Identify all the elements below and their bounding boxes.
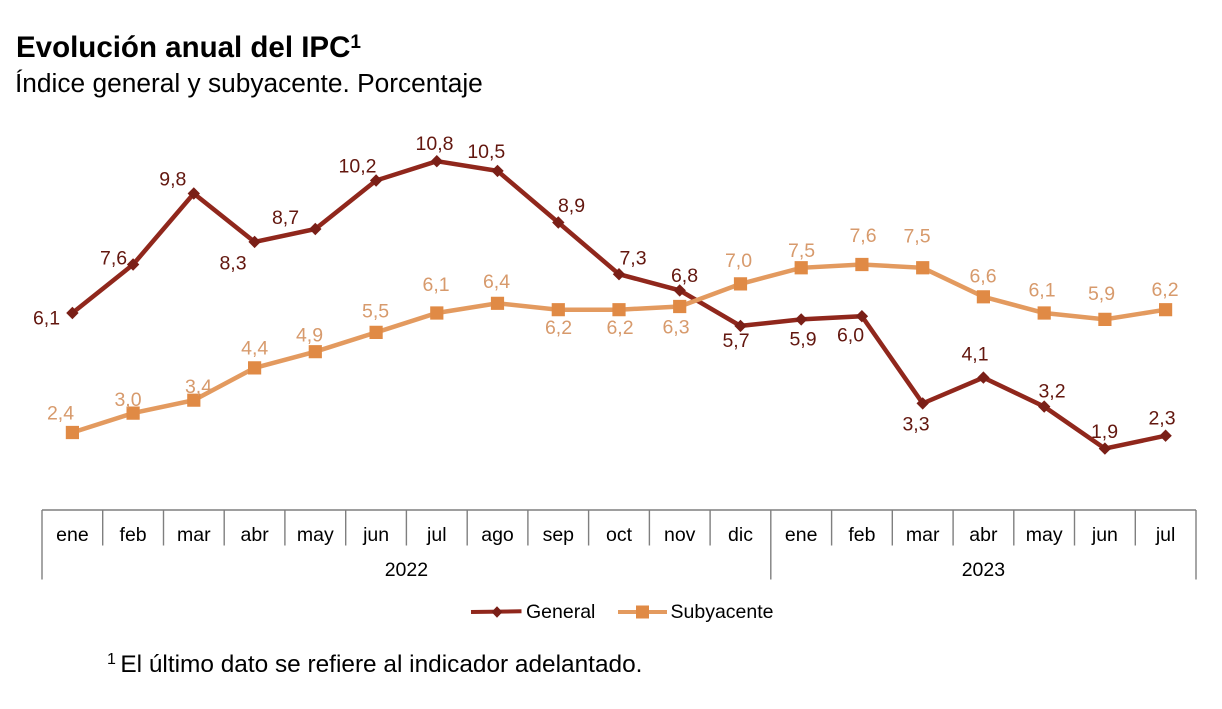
svg-text:10,2: 10,2 <box>339 156 377 178</box>
svg-text:1,9: 1,9 <box>1091 421 1118 443</box>
svg-text:5,7: 5,7 <box>722 330 749 352</box>
svg-text:2,4: 2,4 <box>47 403 74 425</box>
svg-text:6,6: 6,6 <box>969 266 996 288</box>
svg-text:2023: 2023 <box>962 559 1005 581</box>
svg-text:5,9: 5,9 <box>1088 283 1115 305</box>
svg-text:4,4: 4,4 <box>241 338 268 360</box>
svg-text:10,5: 10,5 <box>467 141 505 163</box>
svg-text:may: may <box>1026 524 1063 546</box>
svg-text:7,5: 7,5 <box>903 226 930 248</box>
svg-text:6,1: 6,1 <box>33 308 60 330</box>
svg-text:6,1: 6,1 <box>1028 280 1055 302</box>
svg-text:6,2: 6,2 <box>606 317 633 339</box>
svg-text:sep: sep <box>543 524 575 546</box>
svg-text:6,3: 6,3 <box>662 317 689 339</box>
svg-text:5,5: 5,5 <box>362 301 389 323</box>
svg-text:nov: nov <box>664 524 696 546</box>
svg-text:Subyacente: Subyacente <box>671 601 774 623</box>
svg-text:3,4: 3,4 <box>185 376 212 398</box>
svg-text:jul: jul <box>426 524 447 546</box>
svg-text:6,0: 6,0 <box>837 325 864 347</box>
svg-text:8,9: 8,9 <box>558 195 585 217</box>
svg-text:feb: feb <box>120 524 147 546</box>
svg-text:may: may <box>297 524 334 546</box>
svg-text:6,4: 6,4 <box>483 271 510 293</box>
svg-text:ene: ene <box>785 524 818 546</box>
svg-text:10,8: 10,8 <box>416 133 454 155</box>
svg-text:mar: mar <box>177 524 211 546</box>
svg-text:2022: 2022 <box>385 559 428 581</box>
svg-text:7,6: 7,6 <box>100 248 127 270</box>
svg-text:General: General <box>526 601 595 623</box>
svg-text:abr: abr <box>969 524 998 546</box>
svg-text:6,1: 6,1 <box>423 274 450 296</box>
svg-text:7,0: 7,0 <box>725 250 752 272</box>
svg-text:8,7: 8,7 <box>272 207 299 229</box>
svg-text:6,2: 6,2 <box>545 317 572 339</box>
svg-text:2,3: 2,3 <box>1148 408 1175 430</box>
svg-text:4,1: 4,1 <box>961 344 988 366</box>
svg-text:3,2: 3,2 <box>1038 381 1065 403</box>
svg-text:jun: jun <box>362 524 389 546</box>
svg-text:ene: ene <box>56 524 89 546</box>
svg-text:ago: ago <box>481 524 514 546</box>
svg-text:jul: jul <box>1155 524 1176 546</box>
svg-text:7,6: 7,6 <box>849 225 876 247</box>
svg-text:5,9: 5,9 <box>789 329 816 351</box>
svg-text:Índice general y subyacente. P: Índice general y subyacente. Porcentaje <box>15 68 483 98</box>
svg-text:3,0: 3,0 <box>114 389 141 411</box>
svg-text:3,3: 3,3 <box>902 414 929 436</box>
svg-text:abr: abr <box>241 524 270 546</box>
svg-text:6,8: 6,8 <box>671 265 698 287</box>
svg-text:1El último dato se refiere al: 1 El último dato se refiere al indicador … <box>107 651 642 678</box>
svg-text:7,3: 7,3 <box>619 248 646 270</box>
svg-text:jun: jun <box>1091 524 1118 546</box>
svg-text:mar: mar <box>906 524 940 546</box>
svg-text:8,3: 8,3 <box>219 253 246 275</box>
svg-text:dic: dic <box>728 524 753 546</box>
svg-text:feb: feb <box>848 524 875 546</box>
svg-text:9,8: 9,8 <box>159 169 186 191</box>
svg-text:oct: oct <box>606 524 633 546</box>
svg-text:6,2: 6,2 <box>1151 279 1178 301</box>
svg-text:4,9: 4,9 <box>296 325 323 347</box>
svg-text:Evolución anual del IPC1: Evolución anual del IPC1 <box>16 31 361 64</box>
svg-text:7,5: 7,5 <box>788 240 815 262</box>
